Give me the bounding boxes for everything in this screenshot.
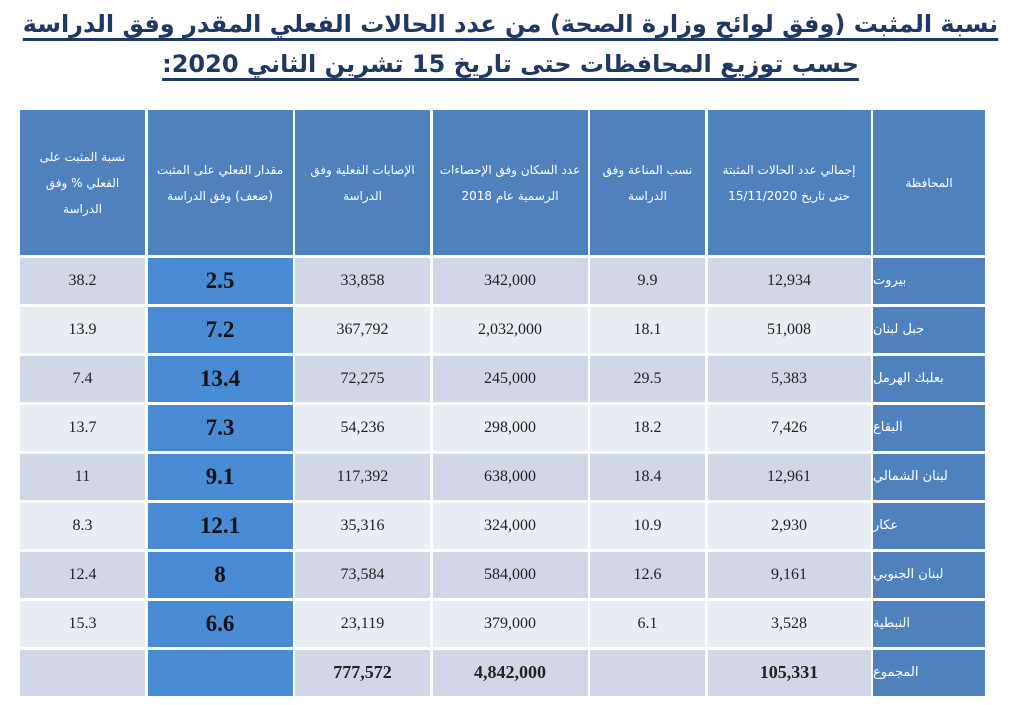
page-title: نسبة المثبت (وفق لوائح وزارة الصحة) من ع… [0,4,1021,84]
province-name: جبل لبنان [873,306,985,353]
province-name: النبطية [873,600,985,647]
table-cell: 8 [147,551,293,598]
table-cell: 72,275 [295,355,430,402]
column-header: المحافظة [873,110,985,255]
table-cell [20,649,145,696]
table-cell: 2,930 [707,502,871,549]
province-name: عكار [873,502,985,549]
table-cell: 12,934 [707,257,871,304]
column-header: إجمالي عدد الحالات المثبتة حتى تاريخ 15/… [707,110,871,255]
table-cell: 342,000 [432,257,588,304]
table-cell: 38.2 [20,257,145,304]
column-header: نسبة المثبت على الفعلي % وفق الدراسة [20,110,145,255]
table-cell: 11 [20,453,145,500]
table-cell: 777,572 [295,649,430,696]
table-cell: 9.1 [147,453,293,500]
table-cell: 298,000 [432,404,588,451]
table-cell: 9.9 [590,257,705,304]
table-cell: 8.3 [20,502,145,549]
table-cell: 13.9 [20,306,145,353]
table-cell [147,649,293,696]
province-name: البقاع [873,404,985,451]
table-cell: 245,000 [432,355,588,402]
table-cell: 105,331 [707,649,871,696]
table-cell: 5,383 [707,355,871,402]
total-label: المجموع [873,649,985,696]
table-cell: 7.3 [147,404,293,451]
table-cell: 7,426 [707,404,871,451]
table-cell: 12.4 [20,551,145,598]
table-cell: 13.4 [147,355,293,402]
table-cell: 12,961 [707,453,871,500]
table-cell: 4,842,000 [432,649,588,696]
province-name: لبنان الجنوبي [873,551,985,598]
table-cell: 324,000 [432,502,588,549]
table-cell: 6.6 [147,600,293,647]
table-cell: 18.1 [590,306,705,353]
title-line-2: حسب توزيع المحافظات حتى تاريخ 15 تشرين ا… [162,50,859,78]
column-header: عدد السكان وفق الإحصاءات الرسمية عام 201… [432,110,588,255]
table-cell: 638,000 [432,453,588,500]
table-cell: 7.4 [20,355,145,402]
table-cell: 2.5 [147,257,293,304]
table-cell: 367,792 [295,306,430,353]
table-cell: 12.6 [590,551,705,598]
province-name: لبنان الشمالي [873,453,985,500]
table-cell [590,649,705,696]
table-cell: 51,008 [707,306,871,353]
table-cell: 54,236 [295,404,430,451]
table-cell: 9,161 [707,551,871,598]
table-cell: 117,392 [295,453,430,500]
table-cell: 18.4 [590,453,705,500]
province-name: بعلبك الهرمل [873,355,985,402]
table-cell: 18.2 [590,404,705,451]
table-cell: 15.3 [20,600,145,647]
column-header: الإصابات الفعلية وفق الدراسة [295,110,430,255]
column-header: مقدار الفعلي على المثبت (ضعف) وفق الدراس… [147,110,293,255]
table-cell: 10.9 [590,502,705,549]
table-cell: 35,316 [295,502,430,549]
table-cell: 7.2 [147,306,293,353]
province-name: بيروت [873,257,985,304]
table-cell: 3,528 [707,600,871,647]
column-header: نسب المناعة وفق الدراسة [590,110,705,255]
table-cell: 379,000 [432,600,588,647]
title-line-1: نسبة المثبت (وفق لوائح وزارة الصحة) من ع… [22,10,999,38]
table-cell: 2,032,000 [432,306,588,353]
table-cell: 12.1 [147,502,293,549]
table-cell: 6.1 [590,600,705,647]
table-cell: 29.5 [590,355,705,402]
table-cell: 13.7 [20,404,145,451]
data-table: المحافظة إجمالي عدد الحالات المثبتة حتى ت… [20,110,985,696]
table-cell: 73,584 [295,551,430,598]
table-cell: 33,858 [295,257,430,304]
table-cell: 23,119 [295,600,430,647]
table-cell: 584,000 [432,551,588,598]
